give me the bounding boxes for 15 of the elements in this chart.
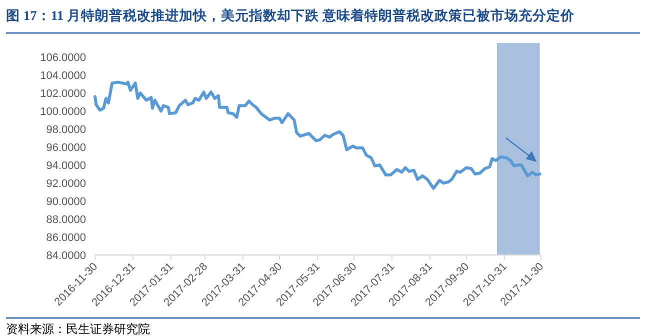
y-tick-label: 84.0000 (46, 250, 86, 262)
y-tick-label: 102.0000 (40, 88, 86, 100)
y-tick-label: 100.0000 (40, 106, 86, 118)
y-tick-label: 104.0000 (40, 70, 86, 82)
text: 资料来源：民生证券研究院 (6, 322, 150, 336)
y-tick-label: 94.0000 (46, 160, 86, 172)
y-tick-label: 90.0000 (46, 196, 86, 208)
y-tick-label: 106.0000 (40, 52, 86, 64)
y-tick-label: 88.0000 (46, 214, 86, 226)
y-tick-label: 96.0000 (46, 142, 86, 154)
y-tick-label: 92.0000 (46, 178, 86, 190)
chart-title: 图 17：11 月特朗普税改推进加快，美元指数却下跌 意味着特朗普税改政策已被市场充分定价 (6, 7, 576, 23)
y-tick-label: 86.0000 (46, 232, 86, 244)
y-tick-label: 98.0000 (46, 124, 86, 136)
line-series (94, 80, 542, 190)
